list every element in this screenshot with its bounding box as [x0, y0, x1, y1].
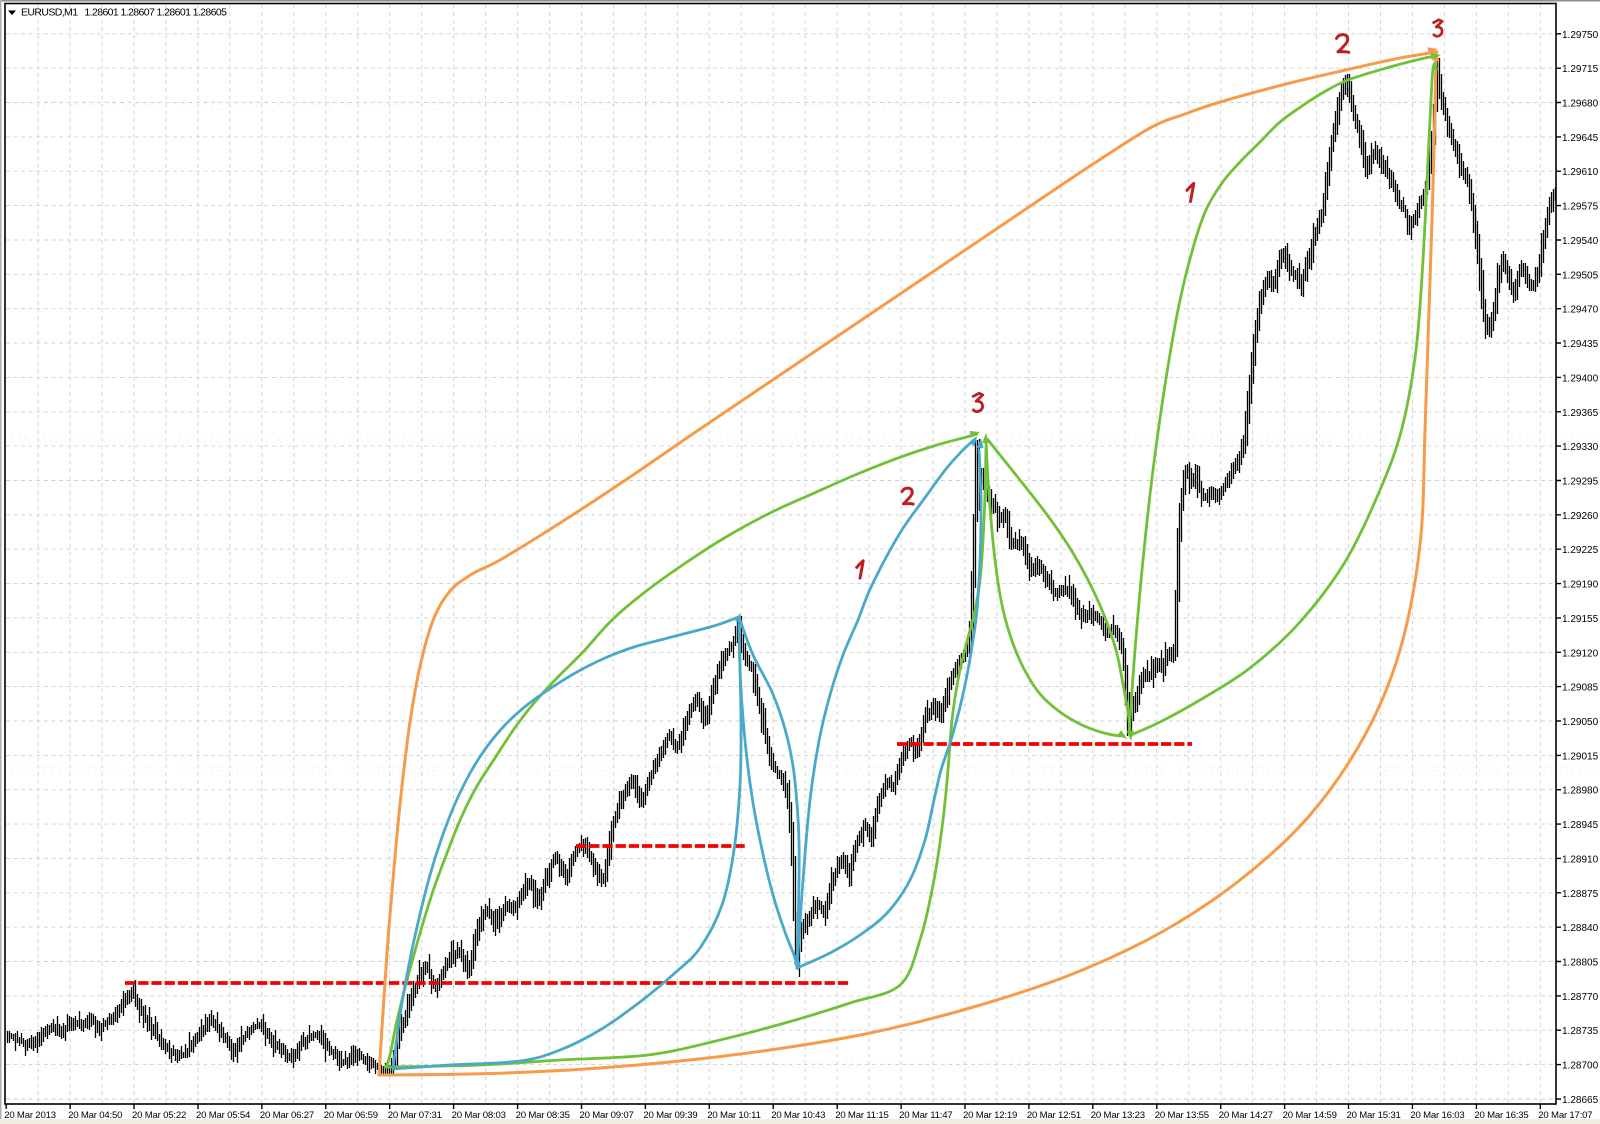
svg-text:1.29540: 1.29540 — [1562, 236, 1599, 247]
svg-text:20 Mar 2013: 20 Mar 2013 — [4, 1110, 56, 1121]
svg-text:1.29295: 1.29295 — [1562, 477, 1599, 488]
svg-text:1.29680: 1.29680 — [1562, 99, 1599, 110]
svg-text:20 Mar 08:03: 20 Mar 08:03 — [452, 1110, 506, 1121]
svg-text:20 Mar 10:43: 20 Mar 10:43 — [771, 1110, 825, 1121]
svg-text:1.28875: 1.28875 — [1562, 889, 1599, 900]
svg-text:1.29610: 1.29610 — [1562, 167, 1599, 178]
svg-text:20 Mar 16:03: 20 Mar 16:03 — [1410, 1110, 1464, 1121]
svg-text:1.29120: 1.29120 — [1562, 648, 1599, 659]
svg-text:20 Mar 17:07: 20 Mar 17:07 — [1538, 1110, 1592, 1121]
svg-text:20 Mar 13:23: 20 Mar 13:23 — [1091, 1110, 1145, 1121]
svg-text:MASTERFOREX-V.ORG MASTERFORE: MASTERFOREX-V.ORG MASTERFOREX-V.ORG MAST… — [10, 763, 1600, 779]
svg-text:1.29225: 1.29225 — [1562, 545, 1599, 556]
svg-text:20 Mar 06:59: 20 Mar 06:59 — [324, 1110, 378, 1121]
svg-text:1.29155: 1.29155 — [1562, 614, 1599, 625]
svg-text:1.29645: 1.29645 — [1562, 133, 1599, 144]
svg-text:20 Mar 07:31: 20 Mar 07:31 — [388, 1110, 442, 1121]
svg-text:20 Mar 08:35: 20 Mar 08:35 — [516, 1110, 570, 1121]
svg-text:20 Mar 14:27: 20 Mar 14:27 — [1219, 1110, 1273, 1121]
svg-text:1.29715: 1.29715 — [1562, 64, 1599, 75]
svg-text:1.29435: 1.29435 — [1562, 339, 1599, 350]
svg-text:20 Mar 04:50: 20 Mar 04:50 — [68, 1110, 122, 1121]
svg-text:20 Mar 09:39: 20 Mar 09:39 — [643, 1110, 697, 1121]
svg-text:1.29505: 1.29505 — [1562, 270, 1599, 281]
svg-text:1.29260: 1.29260 — [1562, 511, 1599, 522]
svg-text:20 Mar 15:31: 20 Mar 15:31 — [1347, 1110, 1401, 1121]
svg-text:1.29575: 1.29575 — [1562, 202, 1599, 213]
svg-text:1.29750: 1.29750 — [1562, 30, 1599, 41]
svg-text:20 Mar 10:11: 20 Mar 10:11 — [707, 1110, 760, 1121]
svg-text:1.28980: 1.28980 — [1562, 786, 1599, 797]
svg-text:1.28840: 1.28840 — [1562, 923, 1599, 934]
svg-text:1.29470: 1.29470 — [1562, 305, 1599, 316]
svg-text:1.28770: 1.28770 — [1562, 992, 1599, 1003]
svg-text:1.28945: 1.28945 — [1562, 820, 1599, 831]
svg-text:1.29085: 1.29085 — [1562, 683, 1599, 694]
svg-text:1.29365: 1.29365 — [1562, 408, 1599, 419]
svg-text:20 Mar 16:35: 20 Mar 16:35 — [1474, 1110, 1528, 1121]
svg-text:20 Mar 11:15: 20 Mar 11:15 — [835, 1110, 888, 1121]
svg-text:20 Mar 12:19: 20 Mar 12:19 — [963, 1110, 1017, 1121]
svg-text:20 Mar 14:59: 20 Mar 14:59 — [1283, 1110, 1337, 1121]
svg-text:1.29190: 1.29190 — [1562, 580, 1599, 591]
svg-text:1.28910: 1.28910 — [1562, 854, 1599, 865]
svg-text:20 Mar 06:27: 20 Mar 06:27 — [260, 1110, 314, 1121]
svg-text:20 Mar 11:47: 20 Mar 11:47 — [899, 1110, 952, 1121]
svg-text:EURUSD,M1 1.28601 1.28607 1.2: EURUSD,M1 1.28601 1.28607 1.28601 1.2860… — [21, 7, 227, 19]
svg-text:20 Mar 12:51: 20 Mar 12:51 — [1027, 1110, 1081, 1121]
svg-text:1.29330: 1.29330 — [1562, 442, 1599, 453]
svg-text:20 Mar 13:55: 20 Mar 13:55 — [1155, 1110, 1209, 1121]
svg-text:1.28665: 1.28665 — [1562, 1095, 1599, 1106]
svg-text:1.28805: 1.28805 — [1562, 958, 1599, 969]
svg-text:1.28735: 1.28735 — [1562, 1026, 1599, 1037]
svg-text:20 Mar 05:54: 20 Mar 05:54 — [196, 1110, 251, 1121]
svg-text:1.28700: 1.28700 — [1562, 1061, 1599, 1072]
svg-text:20 Mar 09:07: 20 Mar 09:07 — [580, 1110, 634, 1121]
svg-text:1.29400: 1.29400 — [1562, 373, 1599, 384]
svg-text:1.29050: 1.29050 — [1562, 717, 1599, 728]
svg-text:1.29015: 1.29015 — [1562, 751, 1599, 762]
svg-text:20 Mar 05:22: 20 Mar 05:22 — [132, 1110, 186, 1121]
